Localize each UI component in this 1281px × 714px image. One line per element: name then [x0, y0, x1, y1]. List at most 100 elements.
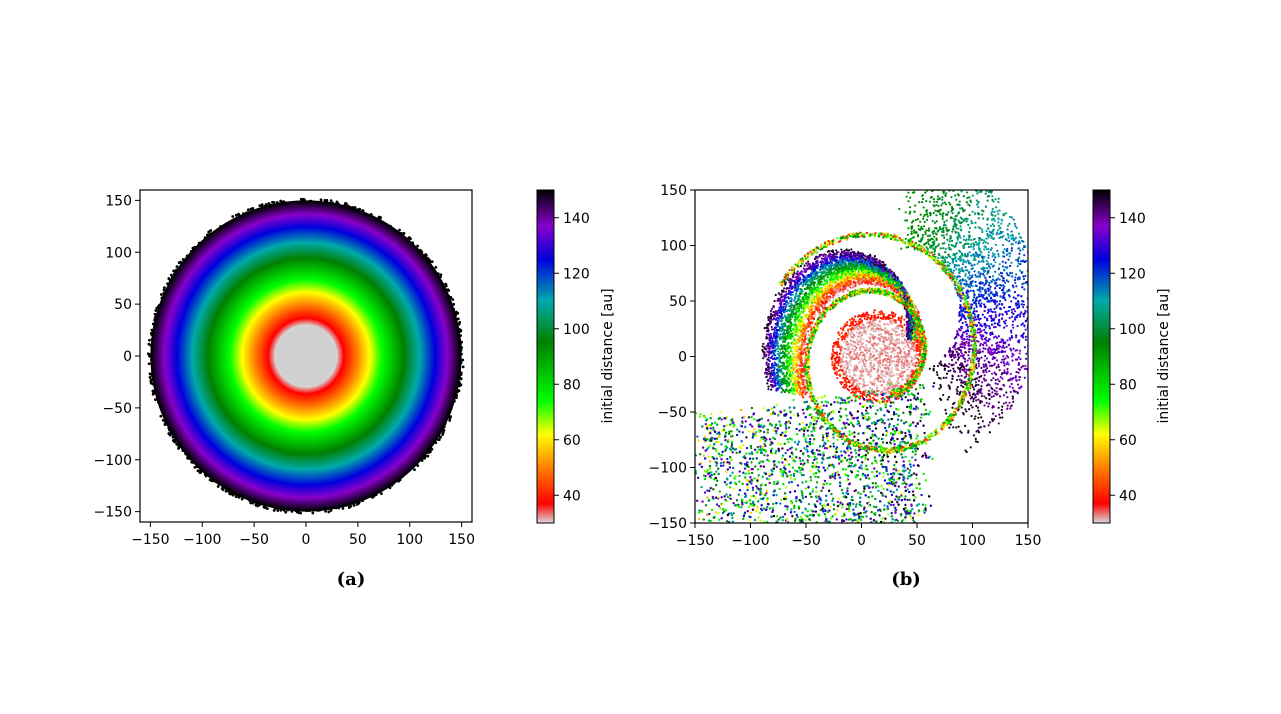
particle — [873, 330, 876, 333]
particle — [818, 313, 821, 316]
particle — [847, 343, 850, 346]
particle — [837, 356, 840, 359]
edge-particle — [173, 439, 177, 443]
particle — [860, 358, 863, 361]
particle — [852, 333, 855, 337]
edge-particle — [149, 381, 153, 385]
particle — [889, 319, 893, 322]
particle — [901, 329, 904, 332]
edge-particle — [428, 260, 432, 264]
particle — [865, 368, 868, 371]
edge-particle — [203, 473, 207, 476]
edge-particle — [153, 325, 157, 329]
particle — [874, 349, 878, 352]
particle — [877, 313, 880, 316]
edge-particle — [420, 250, 424, 254]
particle — [831, 363, 834, 366]
edge-particle — [319, 200, 323, 204]
particle — [859, 317, 862, 321]
edge-particle — [226, 487, 230, 491]
particle — [878, 310, 881, 314]
particle — [854, 385, 857, 388]
particle — [846, 335, 849, 339]
particle — [849, 324, 853, 327]
edge-particle — [153, 316, 157, 319]
edge-particle — [249, 501, 253, 505]
particle — [853, 367, 857, 370]
particle — [813, 295, 816, 298]
particle — [887, 323, 891, 326]
edge-particle — [388, 224, 392, 228]
particle — [876, 370, 879, 374]
particle — [833, 359, 837, 362]
edge-particle — [358, 207, 362, 211]
edge-particle — [411, 241, 415, 245]
edge-particle — [400, 475, 404, 479]
particle — [869, 364, 872, 367]
particle — [854, 377, 858, 381]
particle — [869, 317, 872, 320]
particle — [887, 381, 890, 384]
particle — [897, 361, 900, 364]
edge-particle — [438, 275, 442, 279]
particle — [838, 352, 842, 355]
particle — [856, 366, 859, 369]
particle — [859, 320, 862, 323]
edge-particle — [448, 418, 452, 422]
particle — [864, 389, 867, 392]
edge-particle — [156, 400, 160, 404]
edge-particle — [329, 507, 333, 511]
particle — [836, 345, 839, 349]
edge-particle — [161, 411, 165, 414]
particle — [879, 366, 882, 369]
particle — [875, 377, 879, 380]
edge-particle — [224, 489, 228, 493]
edge-particle — [459, 383, 463, 387]
edge-particle — [215, 480, 218, 484]
particle — [852, 370, 855, 374]
edge-particle — [357, 500, 361, 504]
particle — [906, 344, 909, 347]
particle — [879, 361, 882, 365]
particle — [903, 323, 906, 326]
particle — [845, 352, 849, 356]
edge-particle — [168, 280, 172, 284]
particle — [917, 341, 920, 344]
x-tick-label: 0 — [302, 532, 311, 548]
particle — [851, 391, 855, 394]
particle — [839, 361, 842, 364]
y-tick-label: −100 — [94, 453, 132, 469]
particle — [884, 336, 887, 339]
particle — [767, 370, 771, 373]
particle — [896, 364, 899, 367]
particle — [898, 327, 901, 331]
particle — [860, 334, 863, 337]
particle — [875, 357, 878, 360]
particle — [891, 374, 894, 378]
particle — [888, 316, 891, 320]
edge-particle — [459, 361, 463, 365]
particle — [880, 352, 883, 355]
particle — [795, 350, 799, 353]
particle — [901, 378, 904, 382]
y-tick-label: 50 — [114, 297, 132, 313]
particle — [800, 292, 803, 295]
particle — [824, 253, 827, 256]
particle — [898, 333, 901, 336]
particle — [899, 352, 902, 355]
particle — [842, 327, 845, 330]
edge-particle — [151, 347, 154, 350]
particle — [832, 367, 835, 370]
particle — [877, 315, 880, 319]
edge-particle — [402, 231, 406, 235]
particle — [765, 375, 768, 379]
edge-particle — [419, 457, 423, 461]
edge-particle — [423, 456, 427, 460]
particle — [786, 357, 789, 360]
edge-particle — [453, 399, 456, 403]
particle — [855, 353, 858, 357]
particle — [890, 321, 893, 324]
particle — [897, 381, 900, 385]
edge-particle — [185, 256, 189, 260]
